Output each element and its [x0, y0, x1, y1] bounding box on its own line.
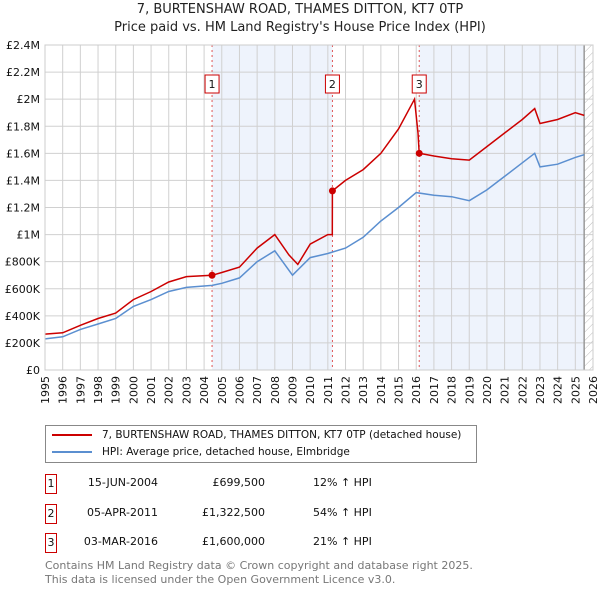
x-tick-label: 2005	[216, 376, 229, 404]
transaction-hpi: 54% ↑ HPI	[313, 505, 372, 519]
transaction-marker: 2	[45, 503, 57, 524]
transaction-row: 1 15-JUN-2004 £699,500 12% ↑ HPI	[45, 474, 445, 494]
x-tick-label: 2004	[198, 376, 211, 404]
transaction-hpi: 21% ↑ HPI	[313, 535, 372, 548]
x-tick-label: 2008	[269, 376, 282, 404]
x-tick-label: 2017	[428, 376, 441, 404]
price-chart: 1995 1996 1997 1998 1999 2000 2001 2002 2003 2004…	[5, 39, 600, 404]
transaction-hpi: 12% ↑ HPI	[313, 476, 372, 489]
x-tick-label: 2011	[322, 376, 335, 404]
transaction-price: £1,322,500	[202, 505, 265, 519]
legend-swatch-property	[52, 434, 92, 436]
legend-label-property: 7, BURTENSHAW ROAD, THAMES DITTON, KT7 0…	[102, 429, 462, 441]
legend-swatch-hpi	[52, 451, 92, 453]
property-series-line	[44, 96, 585, 335]
x-tick-label: 2009	[286, 376, 299, 404]
y-tick-label: £400K	[5, 310, 41, 323]
transaction-row: 3 03-MAR-2016 £1,600,000 21% ↑ HPI	[45, 533, 445, 553]
y-tick-label: £200K	[5, 337, 41, 350]
y-tick-label: £1.2M	[6, 202, 40, 215]
y-tick-label: £600K	[5, 283, 41, 296]
x-tick-label: 2003	[180, 376, 193, 404]
x-tick-label: 1999	[110, 376, 123, 404]
sale-marker-label: 1	[209, 78, 216, 91]
y-tick-label: £1.8M	[6, 120, 40, 133]
x-tick-label: 2020	[481, 376, 494, 404]
x-tick-label: 2000	[127, 376, 140, 404]
transaction-price: £699,500	[212, 476, 266, 489]
y-tick-label: £0	[26, 364, 40, 377]
sale-marker-box	[204, 74, 220, 94]
sale-point	[328, 187, 336, 195]
transaction-date: 15-JUN-2004	[87, 476, 158, 489]
plot-frame	[44, 44, 594, 371]
y-tick-label: £2.4M	[6, 39, 40, 52]
chart-subtitle: Price paid vs. HM Land Registry's House …	[114, 20, 486, 35]
y-tick-label: £1M	[17, 229, 41, 242]
x-tick-label: 2026	[587, 376, 600, 404]
y-tick-label: £1.4M	[6, 174, 40, 187]
sale-marker-label: 2	[329, 78, 336, 91]
transaction-price: £1,600,000	[202, 535, 265, 548]
x-tick-label: 2025	[569, 376, 582, 404]
footer-copyright: Contains HM Land Registry data © Crown c…	[45, 559, 473, 572]
x-tick-label: 2023	[534, 376, 547, 404]
chart-title: 7, BURTENSHAW ROAD, THAMES DITTON, KT7 0…	[136, 2, 464, 17]
transaction-marker: 1	[45, 474, 57, 494]
x-tick-label: 2014	[375, 376, 388, 404]
x-tick-label: 1998	[92, 376, 105, 404]
x-tick-label: 2006	[233, 376, 246, 404]
x-tick-label: 2016	[410, 376, 423, 404]
footer-licence: This data is licensed under the Open Gov…	[45, 573, 396, 586]
x-tick-label: 2024	[552, 376, 565, 404]
x-tick-label: 2022	[516, 376, 529, 404]
x-tick-label: 2013	[357, 376, 370, 404]
sale-point	[208, 271, 216, 279]
x-tick-label: 2018	[446, 376, 459, 404]
x-tick-label: 2019	[463, 376, 476, 404]
sale-point	[415, 149, 423, 157]
x-tick-label: 2021	[499, 376, 512, 404]
x-tick-label: 1997	[74, 376, 87, 404]
y-tick-label: £800K	[5, 256, 41, 269]
y-tick-label: £2M	[17, 93, 41, 106]
transaction-marker: 3	[45, 533, 57, 553]
y-tick-label: £1.6M	[6, 147, 40, 160]
legend-label-hpi: HPI: Average price, detached house, Elmb…	[102, 446, 350, 458]
x-tick-label: 1995	[39, 376, 52, 404]
sale-marker-box	[324, 74, 340, 94]
hpi-series-line	[44, 152, 585, 340]
sale-marker-box	[411, 74, 427, 94]
y-tick-label: £2.2M	[6, 66, 40, 79]
x-tick-label: 2010	[304, 376, 317, 404]
x-tick-label: 2015	[393, 376, 406, 404]
transaction-date: 05-APR-2011	[86, 505, 158, 519]
x-tick-label: 2001	[145, 376, 158, 404]
legend: 7, BURTENSHAW ROAD, THAMES DITTON, KT7 0…	[45, 425, 477, 463]
x-tick-label: 1996	[57, 376, 70, 404]
sale-marker-label: 3	[416, 78, 423, 91]
x-tick-label: 2002	[163, 376, 176, 404]
transaction-row: 2 05-APR-2011 £1,322,500 54% ↑ HPI	[45, 503, 445, 524]
x-tick-label: 2007	[251, 376, 264, 404]
x-tick-label: 2012	[340, 376, 353, 404]
transaction-date: 03-MAR-2016	[83, 535, 158, 548]
